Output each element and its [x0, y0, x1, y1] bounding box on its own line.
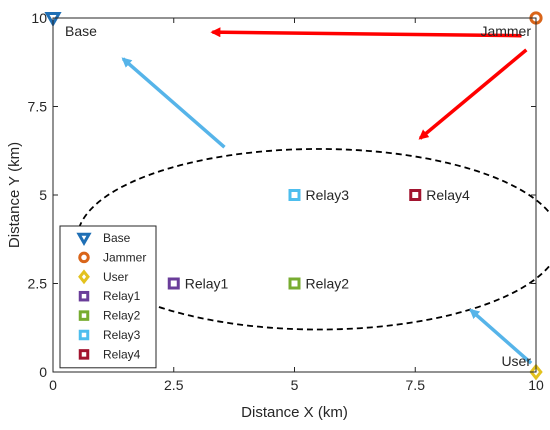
legend-marker-base — [76, 232, 92, 247]
point-layer: Base Jammer User Relay1 Relay2 Relay3 Relay4 — [44, 11, 543, 381]
legend-box — [59, 225, 157, 369]
point-label-relay2: Relay2 — [306, 276, 350, 292]
point-label-relay4: Relay4 — [426, 187, 470, 203]
legend-marker-relay2 — [78, 310, 90, 321]
legend-marker-relay4 — [78, 349, 90, 360]
legend-marker-jammer — [78, 251, 90, 264]
x-tick-label: 5 — [291, 377, 299, 393]
point-base — [44, 12, 62, 28]
x-tick-label: 7.5 — [406, 377, 426, 393]
dashed-ellipse — [76, 148, 550, 331]
legend: Base Jammer User Relay1 Relay2 Relay3 Relay4 — [59, 225, 157, 369]
legend-label-relay2: Relay2 — [103, 309, 141, 323]
x-tick-label: 2.5 — [164, 377, 184, 393]
point-label-user: User — [501, 353, 531, 369]
legend-label-relay3: Relay3 — [103, 328, 141, 342]
x-axis-label: Distance X (km) — [241, 404, 348, 421]
point-label-jammer: Jammer — [480, 23, 531, 39]
point-user — [529, 363, 543, 381]
ellipse-layer — [76, 148, 550, 331]
point-label-base: Base — [65, 23, 97, 39]
legend-marker-relay3 — [78, 329, 90, 341]
legend-marker-user — [78, 269, 90, 285]
legend-label-relay4: Relay4 — [103, 347, 141, 361]
arrow-2 — [418, 48, 528, 140]
axis-layer: 0 2.5 5 7.5 10 0 2.5 5 7.5 10 — [28, 10, 544, 393]
point-label-relay1: Relay1 — [185, 276, 229, 292]
legend-marker-relay1 — [78, 290, 90, 302]
arrow-4 — [469, 308, 533, 365]
point-relay4 — [409, 189, 422, 201]
legend-label-base: Base — [103, 231, 131, 245]
arrow-1 — [210, 27, 522, 38]
legend-label-user: User — [103, 270, 128, 284]
y-tick-label: 10 — [31, 10, 47, 26]
legend-label-jammer: Jammer — [103, 250, 146, 264]
point-relay1 — [167, 277, 180, 290]
point-relay2 — [288, 277, 301, 290]
y-axis-label: Distance Y (km) — [6, 142, 23, 248]
y-tick-label: 7.5 — [28, 99, 48, 115]
arrow-3 — [121, 57, 226, 149]
point-relay3 — [288, 189, 301, 201]
x-tick-label: 10 — [528, 377, 544, 393]
x-tick-label: 0 — [49, 377, 57, 393]
y-tick-label: 0 — [39, 364, 47, 380]
point-label-relay3: Relay3 — [306, 187, 350, 203]
y-tick-label: 5 — [39, 187, 47, 203]
legend-label-relay1: Relay1 — [103, 289, 141, 303]
y-tick-label: 2.5 — [28, 276, 48, 292]
arrow-layer — [121, 27, 533, 365]
